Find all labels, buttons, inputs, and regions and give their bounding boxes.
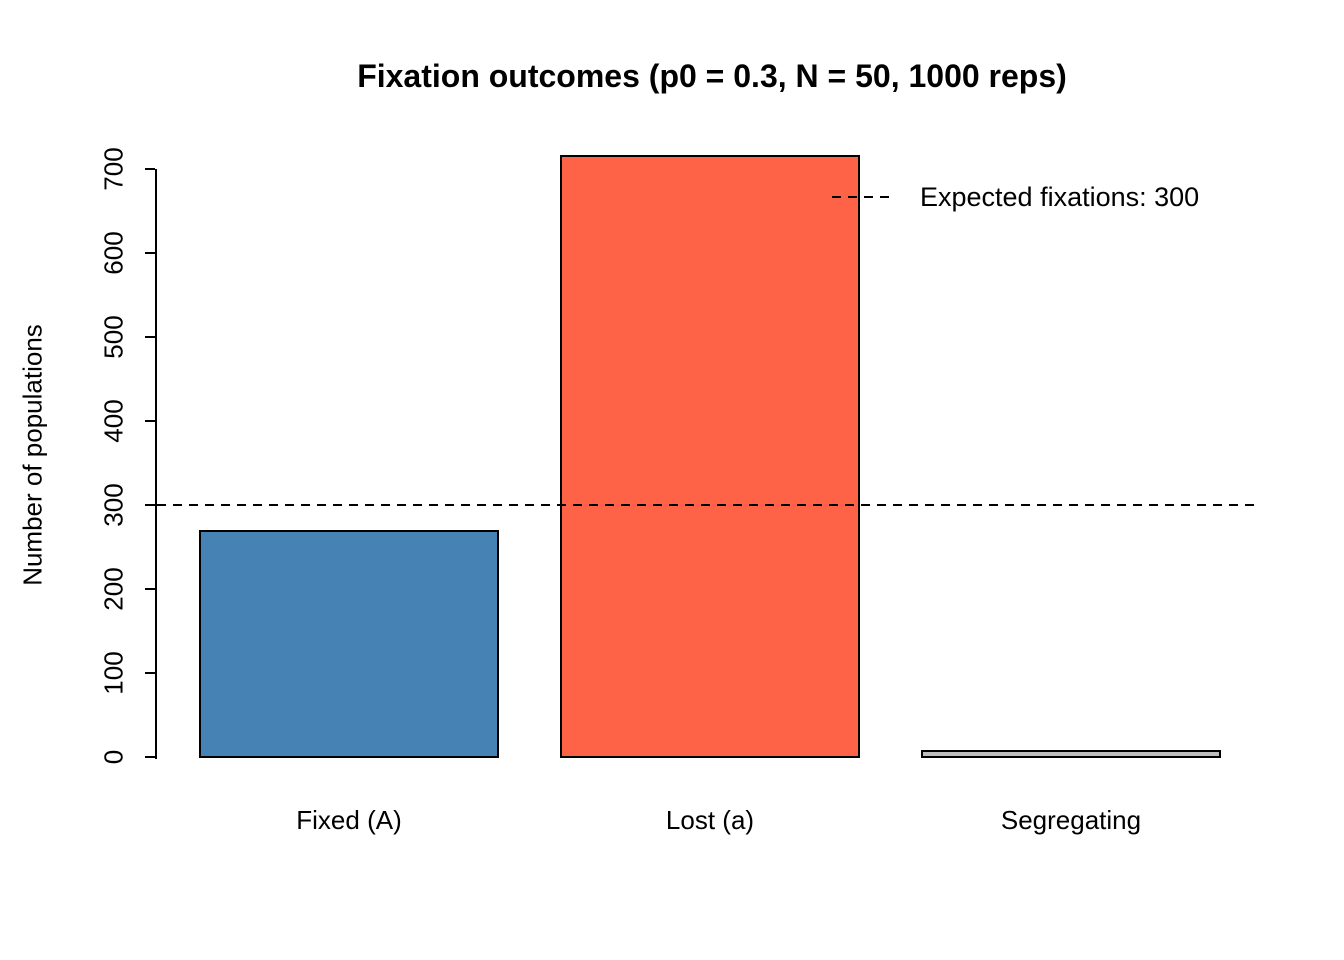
y-axis-tick-label: 600 [98,231,129,275]
y-axis-tick-label: 400 [98,399,129,443]
y-axis-tick [145,420,155,422]
y-axis-tick-label: 300 [98,483,129,527]
x-axis-label-lost-a: Lost (a) [665,805,755,835]
y-axis-label: Number of populations [17,324,48,586]
x-axis-label-fixed-a: Fixed (A) [296,805,402,835]
bar-lost-a [560,155,860,758]
legend-dashed-line-sample [832,196,889,198]
x-axis-label-segregating: Segregating [1000,805,1142,835]
chart-title: Fixation outcomes (p0 = 0.3, N = 50, 100… [357,58,1067,94]
expected-fixations-reference-line [157,504,1261,506]
y-axis-line [155,169,157,759]
bar-fixed-a [199,530,499,758]
y-axis-tick-label: 700 [98,147,129,191]
y-axis-tick [145,504,155,506]
y-axis-tick-label: 200 [98,567,129,611]
y-axis-tick [145,672,155,674]
y-axis-tick [145,252,155,254]
y-axis-tick [145,756,155,758]
y-axis-tick-label: 0 [98,749,129,765]
bar-segregating [921,750,1221,758]
y-axis-tick-label: 100 [98,651,129,695]
y-axis-tick-label: 500 [98,315,129,359]
y-axis-tick [145,336,155,338]
y-axis-tick [145,588,155,590]
y-axis-tick [145,168,155,170]
legend-label: Expected fixations: 300 [920,182,1200,212]
